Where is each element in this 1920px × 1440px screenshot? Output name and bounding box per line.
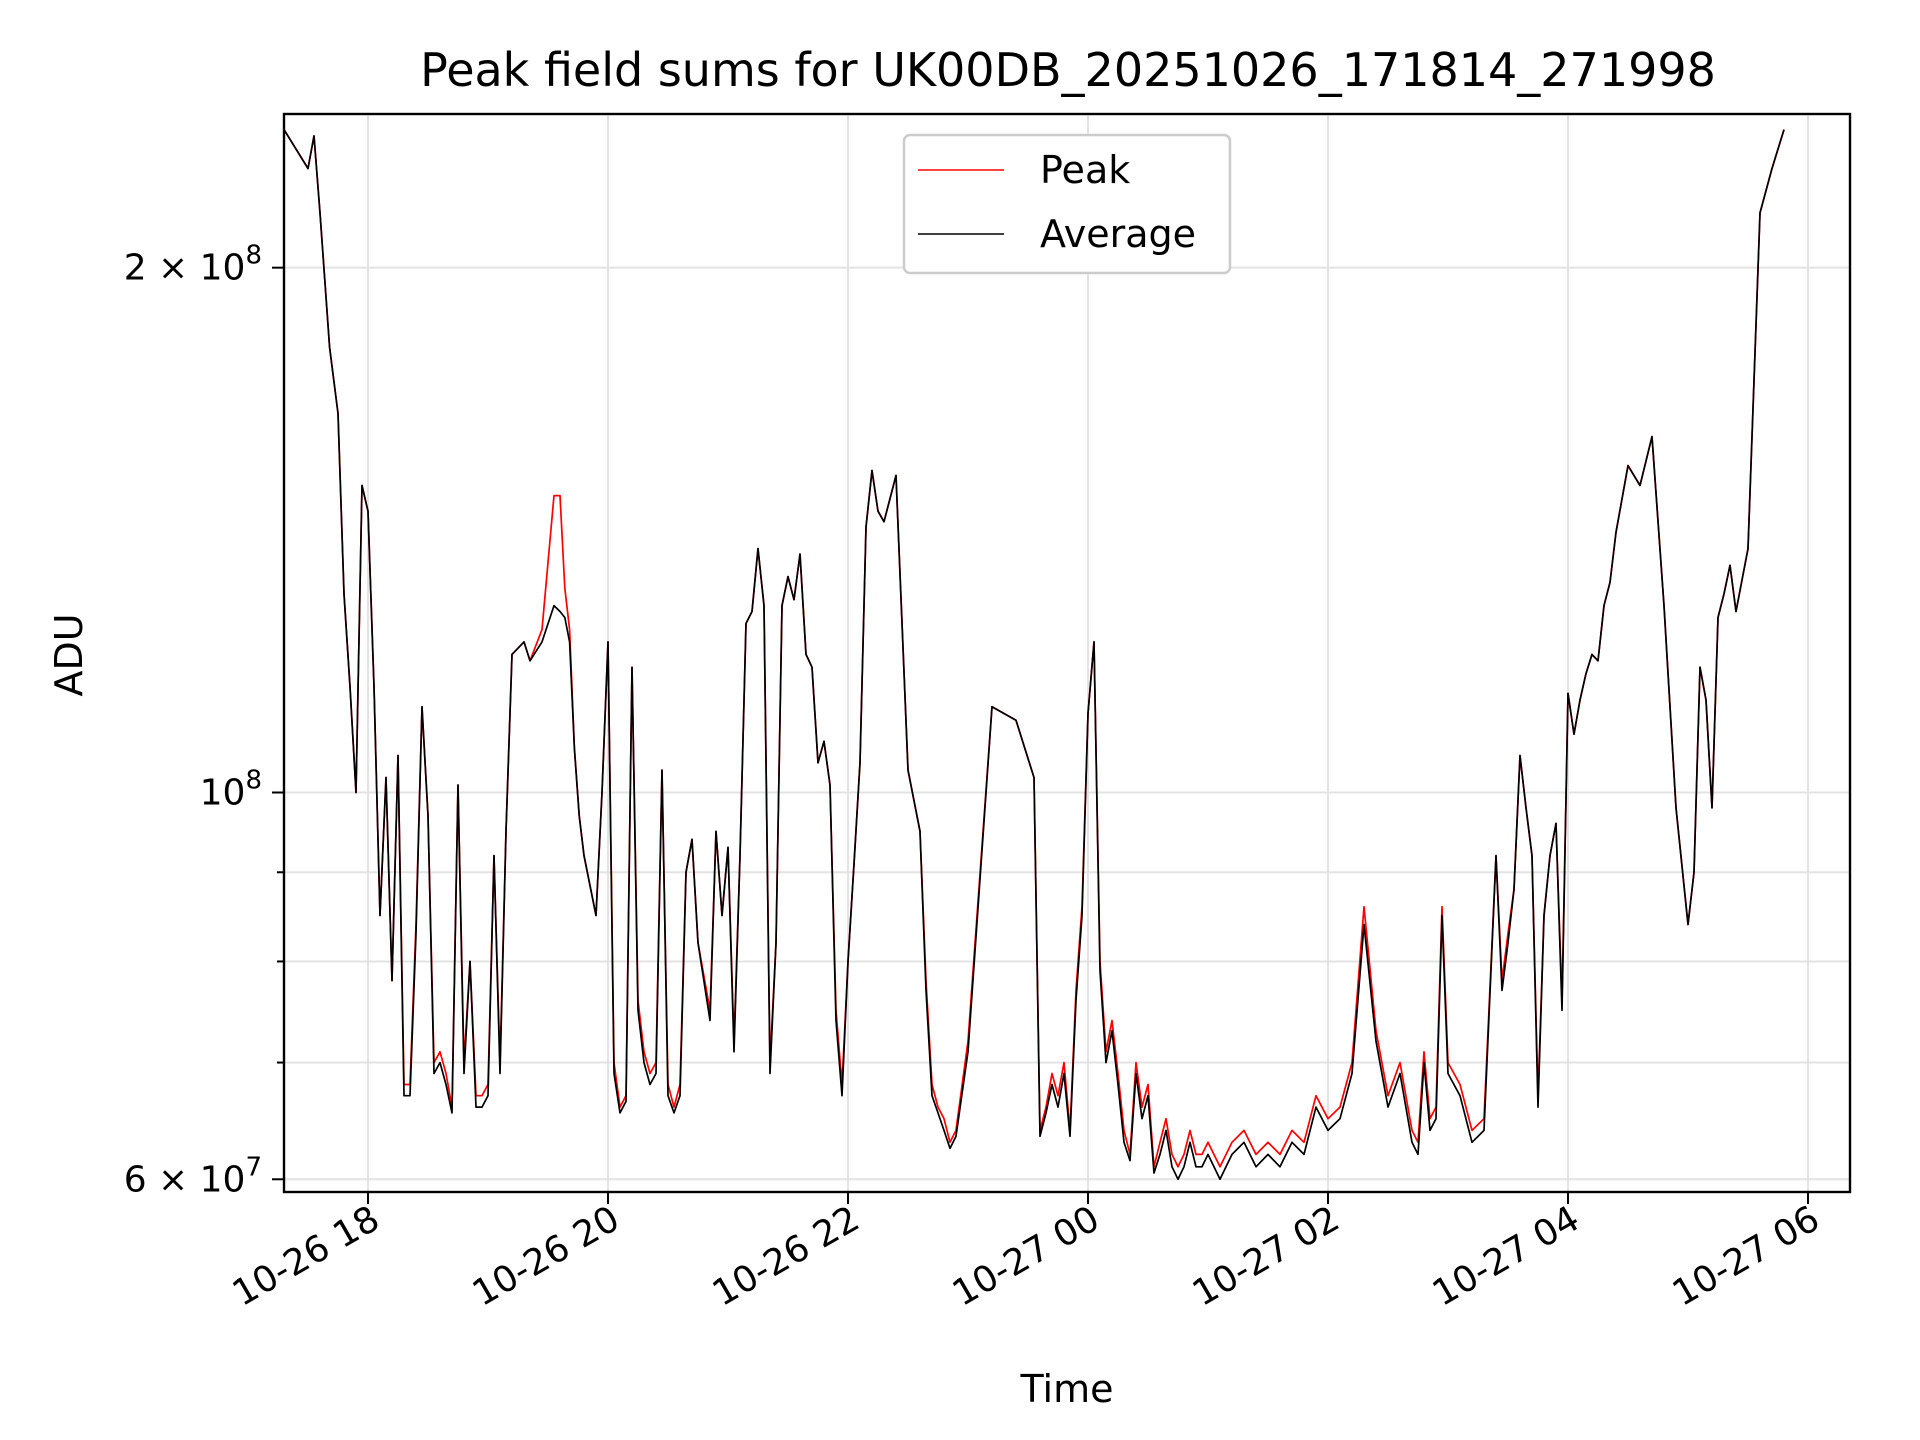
x-axis-label: Time	[1020, 1367, 1114, 1411]
y-axis: 6 × 107 108 2 × 108	[124, 241, 284, 1200]
y-tick-label: 6 × 107	[124, 1152, 262, 1200]
legend-label-average: Average	[1040, 212, 1196, 256]
legend: Peak Average	[902, 133, 1232, 275]
y-tick-label: 2 × 108	[124, 241, 262, 289]
legend-label-peak: Peak	[1040, 148, 1130, 192]
y-axis-label: ADU	[47, 613, 91, 696]
plot-frame	[282, 112, 1852, 1194]
y-tick-label: 108	[200, 765, 262, 813]
plot-area	[283, 129, 1785, 1181]
chart-title: Peak field sums for UK00DB_20251026_1718…	[420, 43, 1716, 97]
series-line-average	[283, 129, 1785, 1181]
